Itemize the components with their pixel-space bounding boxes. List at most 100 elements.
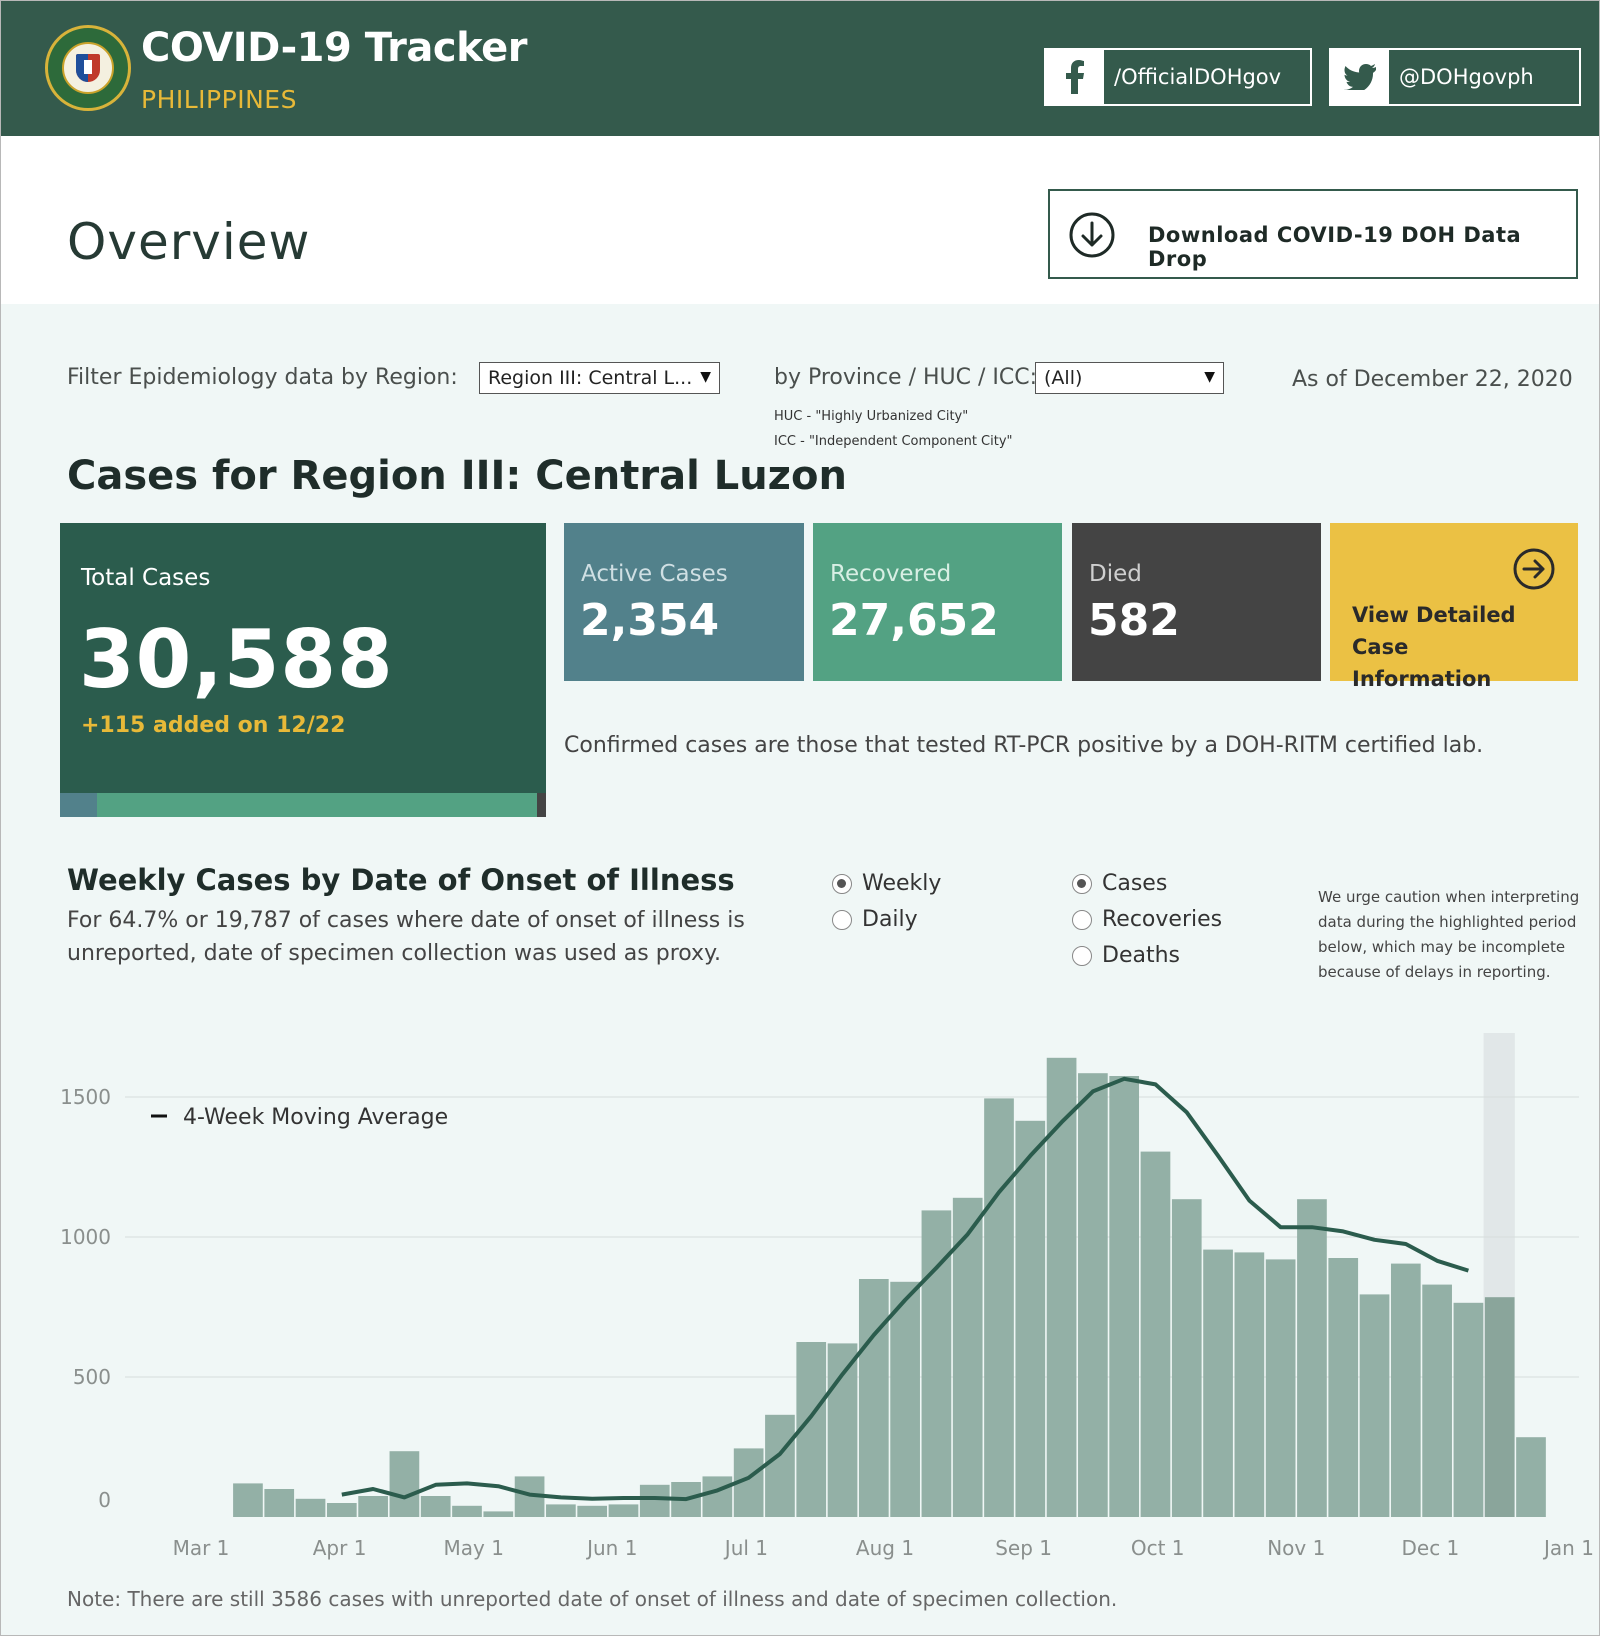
download-circle-icon: [1068, 211, 1116, 263]
app-title: COVID-19 Tracker: [141, 25, 527, 71]
icc-note: ICC - "Independent Component City": [774, 434, 1013, 449]
weekly-cases-bar[interactable]: [1203, 1249, 1233, 1517]
arrow-right-circle-icon: [1512, 547, 1556, 595]
weekly-cases-bar[interactable]: [608, 1504, 639, 1517]
y-tick-label: 500: [73, 1365, 111, 1389]
weekly-cases-bar[interactable]: [577, 1505, 608, 1517]
recovered-label: Recovered: [830, 561, 952, 587]
province-select[interactable]: (All) ▼: [1035, 362, 1224, 394]
weekly-cases-bar[interactable]: [452, 1505, 482, 1517]
weekly-cases-bar[interactable]: [1297, 1199, 1327, 1517]
page-title: Overview: [67, 213, 311, 271]
region-filter-label: Filter Epidemiology data by Region:: [67, 365, 458, 390]
died-label: Died: [1089, 561, 1142, 587]
died-value: 582: [1088, 595, 1180, 646]
facebook-icon: [1046, 50, 1104, 104]
x-tick-label: May 1: [443, 1536, 503, 1560]
x-tick-label: Jul 1: [723, 1536, 768, 1560]
weekly-cases-bar[interactable]: [639, 1484, 670, 1517]
died-share-segment: [536, 793, 546, 817]
radio-deaths[interactable]: Deaths: [1072, 943, 1180, 968]
radio-daily[interactable]: Daily: [832, 907, 918, 932]
weekly-cases-bar[interactable]: [827, 1343, 858, 1517]
x-tick-label: Oct 1: [1131, 1536, 1185, 1560]
radio-recoveries-label: Recoveries: [1102, 907, 1223, 932]
weekly-cases-bar[interactable]: [326, 1503, 357, 1517]
active-cases-label: Active Cases: [581, 561, 728, 587]
weekly-cases-bar[interactable]: [952, 1197, 983, 1517]
weekly-cases-bar[interactable]: [420, 1496, 451, 1517]
weekly-cases-bar[interactable]: [1516, 1437, 1546, 1517]
total-cases-label: Total Cases: [81, 565, 211, 591]
radio-recoveries[interactable]: Recoveries: [1072, 907, 1222, 932]
radio-selected-icon: [1072, 873, 1092, 894]
twitter-link[interactable]: @DOHgovph: [1329, 48, 1581, 106]
download-data-drop-button[interactable]: Download COVID-19 DOH Data Drop: [1048, 189, 1578, 279]
region-select-value: Region III: Central L...: [488, 367, 693, 389]
weekly-cases-bar[interactable]: [1484, 1297, 1515, 1517]
weekly-cases-bar[interactable]: [1109, 1076, 1140, 1517]
x-tick-label: Jan 1: [1542, 1536, 1594, 1560]
province-filter-label: by Province / HUC / ICC:: [774, 365, 1038, 390]
weekly-cases-bar[interactable]: [765, 1414, 795, 1517]
weekly-cases-bar[interactable]: [1015, 1120, 1046, 1517]
weekly-cases-bar[interactable]: [984, 1098, 1014, 1517]
x-tick-label: Mar 1: [173, 1536, 230, 1560]
weekly-cases-bar[interactable]: [233, 1483, 263, 1517]
radio-weekly-label: Weekly: [862, 871, 942, 896]
radio-unselected-icon: [832, 909, 852, 930]
weekly-cases-bar[interactable]: [1453, 1302, 1484, 1517]
active-cases-card: Active Cases 2,354: [564, 523, 804, 681]
app-subtitle: PHILIPPINES: [141, 85, 297, 114]
weekly-cases-bar[interactable]: [389, 1451, 420, 1517]
facebook-link[interactable]: /OfficialDOHgov: [1044, 48, 1312, 106]
unreported-cases-footnote: Note: There are still 3586 cases with un…: [67, 1587, 1118, 1611]
weekly-cases-bar[interactable]: [264, 1489, 295, 1517]
top-header: COVID-19 Tracker PHILIPPINES /OfficialDO…: [1, 1, 1599, 136]
weekly-cases-bar[interactable]: [1140, 1151, 1171, 1517]
radio-weekly[interactable]: Weekly: [832, 871, 941, 896]
y-tick-label: 0: [98, 1488, 111, 1512]
confirmed-cases-note: Confirmed cases are those that tested RT…: [564, 733, 1484, 758]
weekly-cases-bar[interactable]: [358, 1496, 388, 1517]
radio-selected-icon: [832, 873, 852, 894]
weekly-cases-bar[interactable]: [546, 1504, 576, 1517]
as-of-date: As of December 22, 2020: [1292, 367, 1573, 392]
weekly-cases-bar[interactable]: [921, 1210, 952, 1517]
caret-down-icon: ▼: [1204, 369, 1215, 385]
weekly-cases-bar[interactable]: [1234, 1252, 1265, 1517]
radio-daily-label: Daily: [862, 907, 918, 932]
recovered-value: 27,652: [829, 595, 999, 646]
x-tick-label: Sep 1: [995, 1536, 1052, 1560]
province-select-value: (All): [1044, 367, 1083, 389]
radio-unselected-icon: [1072, 945, 1092, 966]
weekly-cases-bar[interactable]: [295, 1498, 326, 1517]
weekly-cases-bar[interactable]: [1422, 1284, 1452, 1517]
view-case-information-label: View Detailed Case Information: [1352, 603, 1516, 691]
x-tick-label: Apr 1: [313, 1536, 367, 1560]
weekly-cases-bar[interactable]: [1046, 1057, 1077, 1517]
weekly-cases-bar[interactable]: [858, 1279, 889, 1517]
region-select[interactable]: Region III: Central L... ▼: [479, 362, 720, 394]
y-tick-label: 1000: [60, 1225, 111, 1249]
twitter-icon: [1331, 50, 1389, 104]
view-case-information-button[interactable]: View Detailed Case Information: [1330, 523, 1578, 691]
twitter-handle: @DOHgovph: [1399, 65, 1534, 89]
weekly-cases-bar[interactable]: [1328, 1258, 1359, 1517]
total-cases-card: Total Cases 30,588 +115 added on 12/22: [60, 523, 546, 793]
weekly-chart-title: Weekly Cases by Date of Onset of Illness: [67, 863, 735, 897]
caution-note: We urge caution when interpreting data d…: [1318, 888, 1580, 981]
weekly-cases-bar[interactable]: [1390, 1263, 1421, 1517]
weekly-cases-bar[interactable]: [890, 1281, 920, 1517]
recovered-share-segment: [97, 793, 537, 817]
doh-seal-logo: [45, 25, 131, 111]
weekly-cases-bar[interactable]: [1171, 1199, 1202, 1517]
weekly-cases-bar[interactable]: [702, 1476, 733, 1517]
weekly-cases-bar[interactable]: [1078, 1073, 1108, 1517]
caret-down-icon: ▼: [700, 369, 711, 385]
weekly-cases-bar[interactable]: [1359, 1294, 1390, 1517]
weekly-cases-bar[interactable]: [483, 1511, 514, 1517]
weekly-cases-bar[interactable]: [1265, 1259, 1296, 1517]
total-cases-value: 30,588: [79, 613, 394, 706]
radio-cases[interactable]: Cases: [1072, 871, 1167, 896]
